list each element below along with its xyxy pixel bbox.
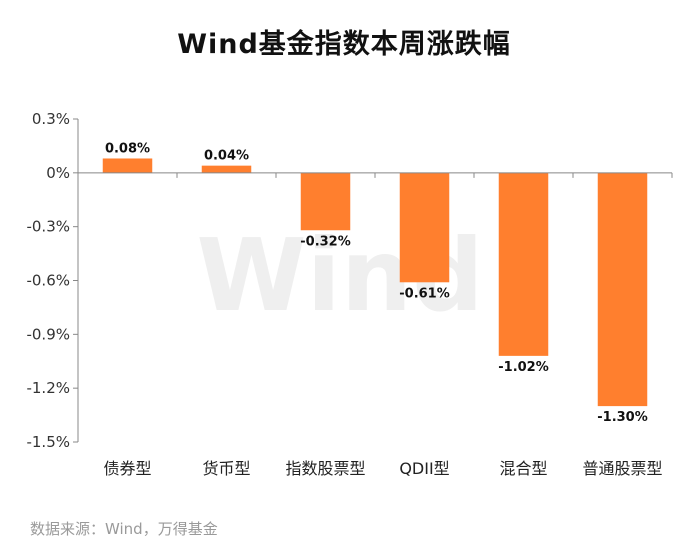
chart-title: Wind基金指数本周涨跌幅 bbox=[177, 29, 511, 60]
data-label-5: -1.30% bbox=[597, 410, 648, 425]
category-label-1: 货币型 bbox=[202, 459, 250, 478]
bar-0 bbox=[102, 158, 153, 173]
data-label-1: 0.04% bbox=[204, 149, 249, 164]
bar-5 bbox=[597, 172, 648, 407]
data-label-3: -0.61% bbox=[399, 286, 450, 301]
data-label-2: -0.32% bbox=[300, 234, 351, 249]
y-tick-label-5: -1.2% bbox=[26, 379, 70, 397]
y-tick-label-4: -0.9% bbox=[26, 325, 70, 343]
bar-3 bbox=[399, 172, 450, 283]
y-tick-label-2: -0.3% bbox=[26, 218, 70, 236]
category-label-0: 债券型 bbox=[103, 459, 151, 478]
bar-2 bbox=[300, 172, 351, 231]
category-label-2: 指数股票型 bbox=[285, 459, 365, 478]
y-tick-label-1: 0% bbox=[46, 164, 70, 182]
bar-4 bbox=[498, 172, 549, 356]
data-label-4: -1.02% bbox=[498, 360, 549, 375]
category-label-5: 普通股票型 bbox=[582, 459, 662, 478]
bar-1 bbox=[201, 165, 252, 173]
source-note: 数据来源：Wind，万得基金 bbox=[30, 520, 218, 538]
category-label-4: 混合型 bbox=[499, 459, 547, 478]
y-tick-label-6: -1.5% bbox=[26, 433, 70, 451]
data-label-0: 0.08% bbox=[105, 141, 150, 156]
y-tick-label-0: 0.3% bbox=[32, 110, 70, 128]
category-label-3: QDII型 bbox=[399, 459, 449, 478]
y-tick-label-3: -0.6% bbox=[26, 272, 70, 290]
